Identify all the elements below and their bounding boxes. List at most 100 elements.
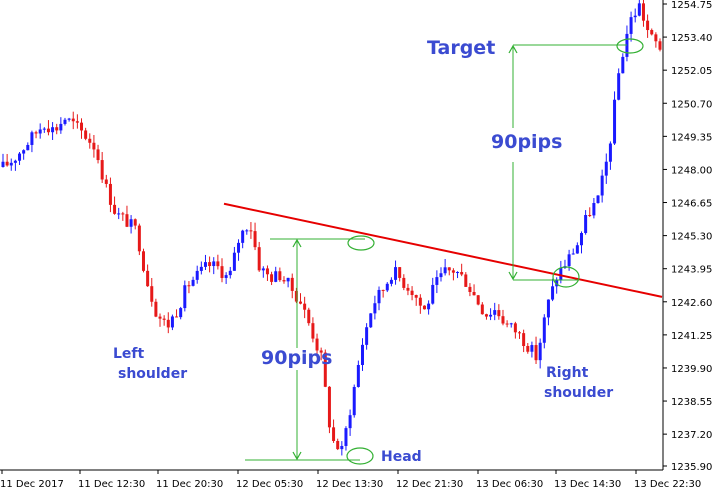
candle-body [261, 268, 265, 271]
candle-body [228, 270, 232, 276]
candle-body [146, 270, 150, 287]
candle-body [472, 291, 476, 296]
candle-body [460, 272, 464, 275]
candle-body [125, 214, 129, 227]
candle-body [608, 143, 612, 162]
candle-body [637, 3, 641, 16]
candle-body [237, 242, 241, 253]
candle-body [299, 301, 303, 304]
candle-body [150, 286, 154, 302]
candle-body [418, 297, 422, 306]
candle-body [468, 286, 472, 292]
candle-body [80, 122, 84, 131]
x-tick-label: 11 Dec 12:30 [78, 479, 145, 490]
candle-body [294, 290, 298, 302]
candle-body [546, 299, 550, 318]
candle-body [476, 295, 480, 305]
candle-body [542, 317, 546, 343]
annotation-layer: Target 90pips 90pips Head Left shoulder R… [113, 37, 613, 465]
candle-body [257, 247, 261, 271]
candle-body [92, 142, 96, 150]
candle-body [344, 428, 348, 446]
candle-body [290, 277, 294, 291]
candle-body [456, 272, 460, 274]
y-tick-label: 1248.00 [671, 165, 712, 176]
candle-body [187, 285, 191, 287]
x-tick-label: 13 Dec 14:30 [554, 479, 621, 490]
candle-body [104, 179, 108, 184]
candle-body [443, 267, 447, 274]
y-tick-label: 1254.75 [671, 0, 712, 11]
candle-body [38, 129, 42, 134]
x-tick-label: 11 Dec 20:30 [156, 479, 223, 490]
candle-body [75, 121, 79, 123]
y-tick-label: 1245.30 [671, 232, 712, 243]
target-circle [616, 38, 644, 54]
candle-body [166, 319, 170, 328]
candle-body [501, 316, 505, 324]
candle-body [402, 277, 406, 288]
candle-body [100, 160, 104, 180]
candle-body [34, 132, 38, 134]
candle-body [464, 274, 468, 287]
candle-body [377, 289, 381, 304]
candle-body [42, 128, 46, 130]
candle-body [336, 440, 340, 450]
x-tick-label: 13 Dec 06:30 [476, 479, 543, 490]
candles-layer [1, 0, 662, 456]
candle-body [641, 3, 645, 21]
candle-body [348, 415, 352, 429]
candle-body [208, 262, 212, 267]
candle-body [117, 213, 121, 215]
y-tick-label: 1250.70 [671, 99, 712, 110]
candle-body [509, 323, 513, 325]
y-tick-label: 1253.40 [671, 33, 712, 44]
candle-body [18, 153, 22, 161]
candle-body [435, 277, 439, 285]
candle-body [356, 364, 360, 387]
x-tick-label: 12 Dec 13:30 [316, 479, 383, 490]
candle-body [352, 386, 356, 416]
neckline [223, 202, 663, 298]
candle-body [526, 346, 530, 352]
candle-body [579, 233, 583, 246]
candle-body [385, 283, 389, 291]
candle-body [505, 323, 509, 325]
candle-body [373, 303, 377, 314]
x-tick-label: 11 Dec 2017 [0, 479, 64, 490]
x-tick-label: 12 Dec 05:30 [236, 479, 303, 490]
candle-body [480, 304, 484, 315]
left-shoulder-label: Left shoulder [113, 346, 187, 382]
measure-arrowhead-up [292, 238, 302, 248]
candle-body [203, 262, 207, 267]
candle-body [513, 323, 517, 333]
candle-body [191, 279, 195, 286]
x-tick-label: 13 Dec 22:30 [634, 479, 701, 490]
candle-body [282, 280, 286, 282]
candle-body [303, 303, 307, 310]
candle-body [5, 161, 9, 166]
candle-body [633, 15, 637, 18]
candle-body [315, 338, 319, 351]
candle-body [63, 119, 67, 124]
candle-body [175, 316, 179, 318]
candle-body [220, 266, 224, 278]
candle-body [71, 118, 75, 122]
head-circle [346, 447, 374, 465]
candle-body [84, 130, 88, 139]
candle-body [414, 295, 418, 298]
y-tick-label: 1237.20 [671, 430, 712, 441]
x-tick-label: 12 Dec 21:30 [396, 479, 463, 490]
candle-body [489, 314, 493, 317]
candle-body [307, 309, 311, 324]
pips-top-label: 90pips [491, 131, 562, 153]
candle-body [327, 386, 331, 428]
candle-body [522, 333, 526, 347]
annotation-line: Right [546, 365, 589, 381]
candle-body [650, 30, 654, 35]
candle-body [265, 268, 269, 275]
candle-body [1, 161, 5, 167]
candle-body [183, 285, 187, 309]
